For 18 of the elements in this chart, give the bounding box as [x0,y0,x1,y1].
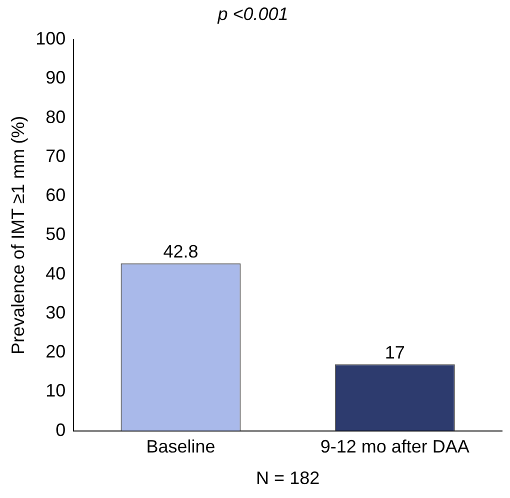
x-axis-title: N = 182 [256,468,320,488]
x-tick-label: 9-12 mo after DAA [320,436,470,457]
y-tick-label: 20 [46,342,66,362]
data-label: 17 [384,342,405,362]
y-tick-label: 90 [46,68,66,88]
y-tick-label: 50 [46,224,66,244]
y-tick-label: 10 [46,380,66,401]
data-label: 42.8 [163,241,198,262]
y-tick-label: 40 [46,263,66,284]
y-tick-label: 80 [46,106,66,127]
y-tick-label: 100 [36,28,66,49]
y-tick-label: 30 [46,302,66,322]
y-axis-title: Prevalence of IMT ≥1 mm (%) [8,116,28,355]
y-tick-label: 0 [56,420,66,440]
y-tick-label: 60 [46,185,66,206]
y-tick-label: 70 [46,146,66,166]
chart-title: p <0.001 [216,4,288,24]
x-tick-label: Baseline [146,436,216,457]
